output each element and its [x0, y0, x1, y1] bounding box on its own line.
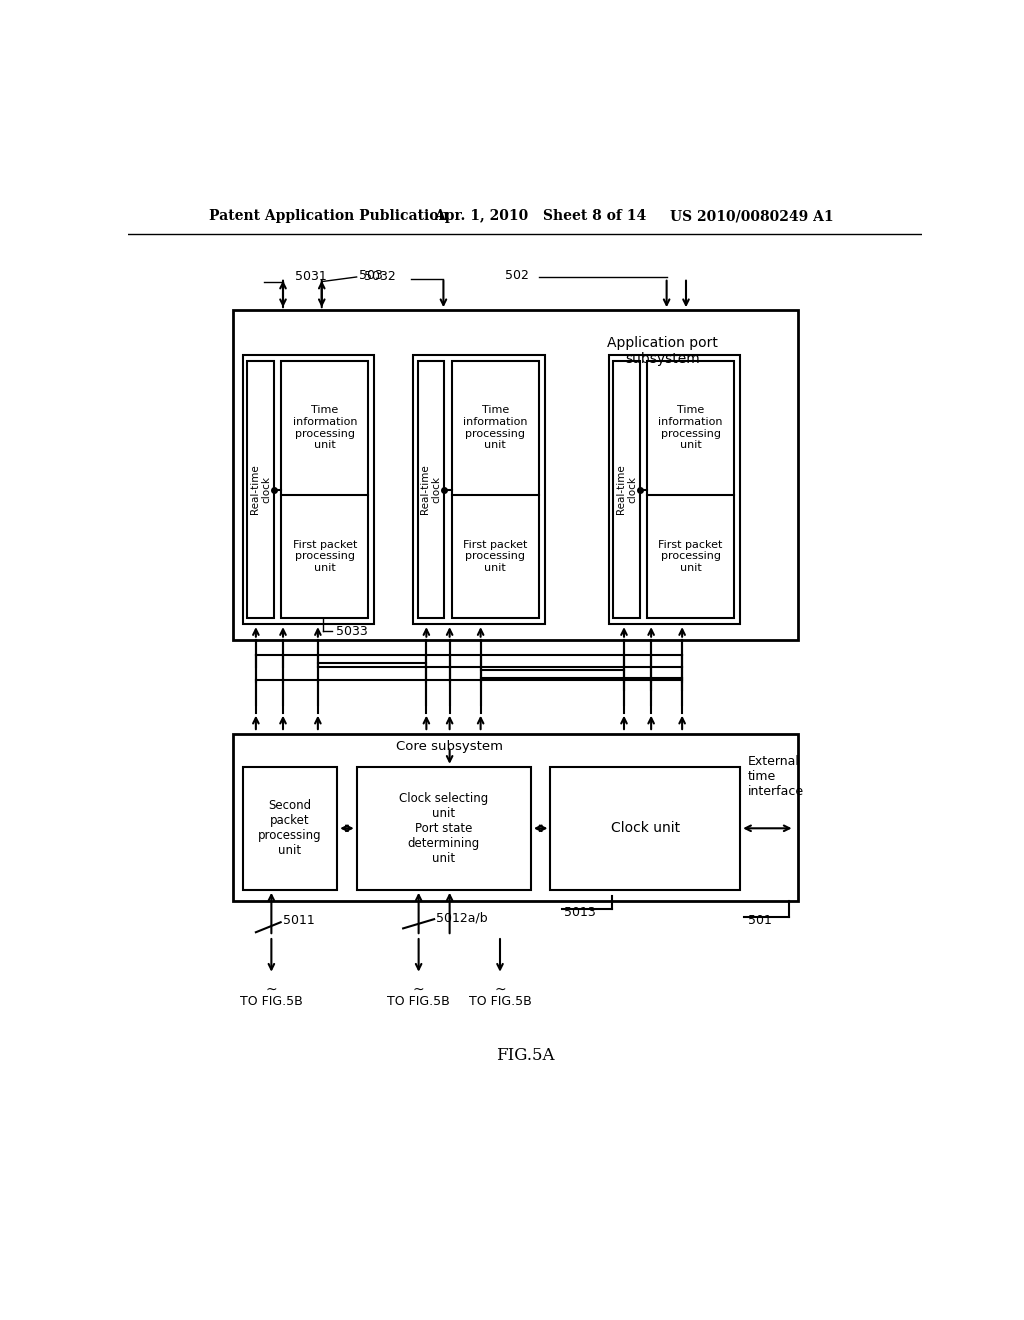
Text: Real-time
clock: Real-time clock	[615, 465, 637, 515]
Text: Core subsystem: Core subsystem	[396, 739, 503, 752]
Bar	[647, 360, 734, 618]
Bar	[243, 355, 375, 624]
Bar	[452, 360, 539, 618]
Text: Real-time
clock: Real-time clock	[420, 465, 441, 515]
Bar	[418, 360, 444, 618]
Text: Time
information
processing
unit: Time information processing unit	[293, 405, 357, 450]
Text: ~: ~	[265, 983, 278, 997]
Text: Time
information
processing
unit: Time information processing unit	[463, 405, 527, 450]
Bar	[550, 767, 740, 890]
Text: TO FIG.5B: TO FIG.5B	[240, 995, 303, 1008]
Text: 501: 501	[748, 915, 772, 927]
Text: Application port
subsystem: Application port subsystem	[607, 335, 718, 366]
Text: FIG.5A: FIG.5A	[496, 1047, 554, 1064]
Text: Clock selecting
unit
Port state
determining
unit: Clock selecting unit Port state determin…	[399, 792, 488, 865]
Text: First packet
processing
unit: First packet processing unit	[463, 540, 527, 573]
Bar	[282, 360, 369, 618]
Text: 5033: 5033	[336, 624, 368, 638]
Bar	[248, 360, 273, 618]
Text: 5031: 5031	[295, 269, 327, 282]
Text: ~: ~	[413, 983, 424, 997]
Text: Clock unit: Clock unit	[610, 821, 680, 836]
Bar	[608, 355, 740, 624]
Text: 502: 502	[505, 269, 528, 282]
Text: First packet
processing
unit: First packet processing unit	[293, 540, 357, 573]
Text: 5032: 5032	[365, 269, 396, 282]
Bar	[232, 310, 799, 640]
Text: Time
information
processing
unit: Time information processing unit	[658, 405, 723, 450]
Text: 5013: 5013	[564, 907, 596, 920]
Text: 503: 503	[359, 269, 383, 282]
Bar	[414, 355, 545, 624]
Text: External
time
interface: External time interface	[748, 755, 804, 799]
Text: Apr. 1, 2010: Apr. 1, 2010	[434, 209, 528, 223]
Text: Real-time
clock: Real-time clock	[250, 465, 271, 515]
Text: Patent Application Publication: Patent Application Publication	[209, 209, 449, 223]
Text: ~: ~	[495, 983, 506, 997]
Bar	[243, 767, 337, 890]
Text: 5011: 5011	[283, 915, 314, 927]
Text: First packet
processing
unit: First packet processing unit	[658, 540, 723, 573]
Text: Second
packet
processing
unit: Second packet processing unit	[258, 800, 322, 857]
Bar	[232, 734, 799, 902]
Text: US 2010/0080249 A1: US 2010/0080249 A1	[671, 209, 835, 223]
Text: Sheet 8 of 14: Sheet 8 of 14	[543, 209, 646, 223]
Bar	[613, 360, 640, 618]
Text: 5012a/b: 5012a/b	[436, 912, 488, 925]
Text: TO FIG.5B: TO FIG.5B	[387, 995, 450, 1008]
Bar	[356, 767, 531, 890]
Text: TO FIG.5B: TO FIG.5B	[469, 995, 531, 1008]
